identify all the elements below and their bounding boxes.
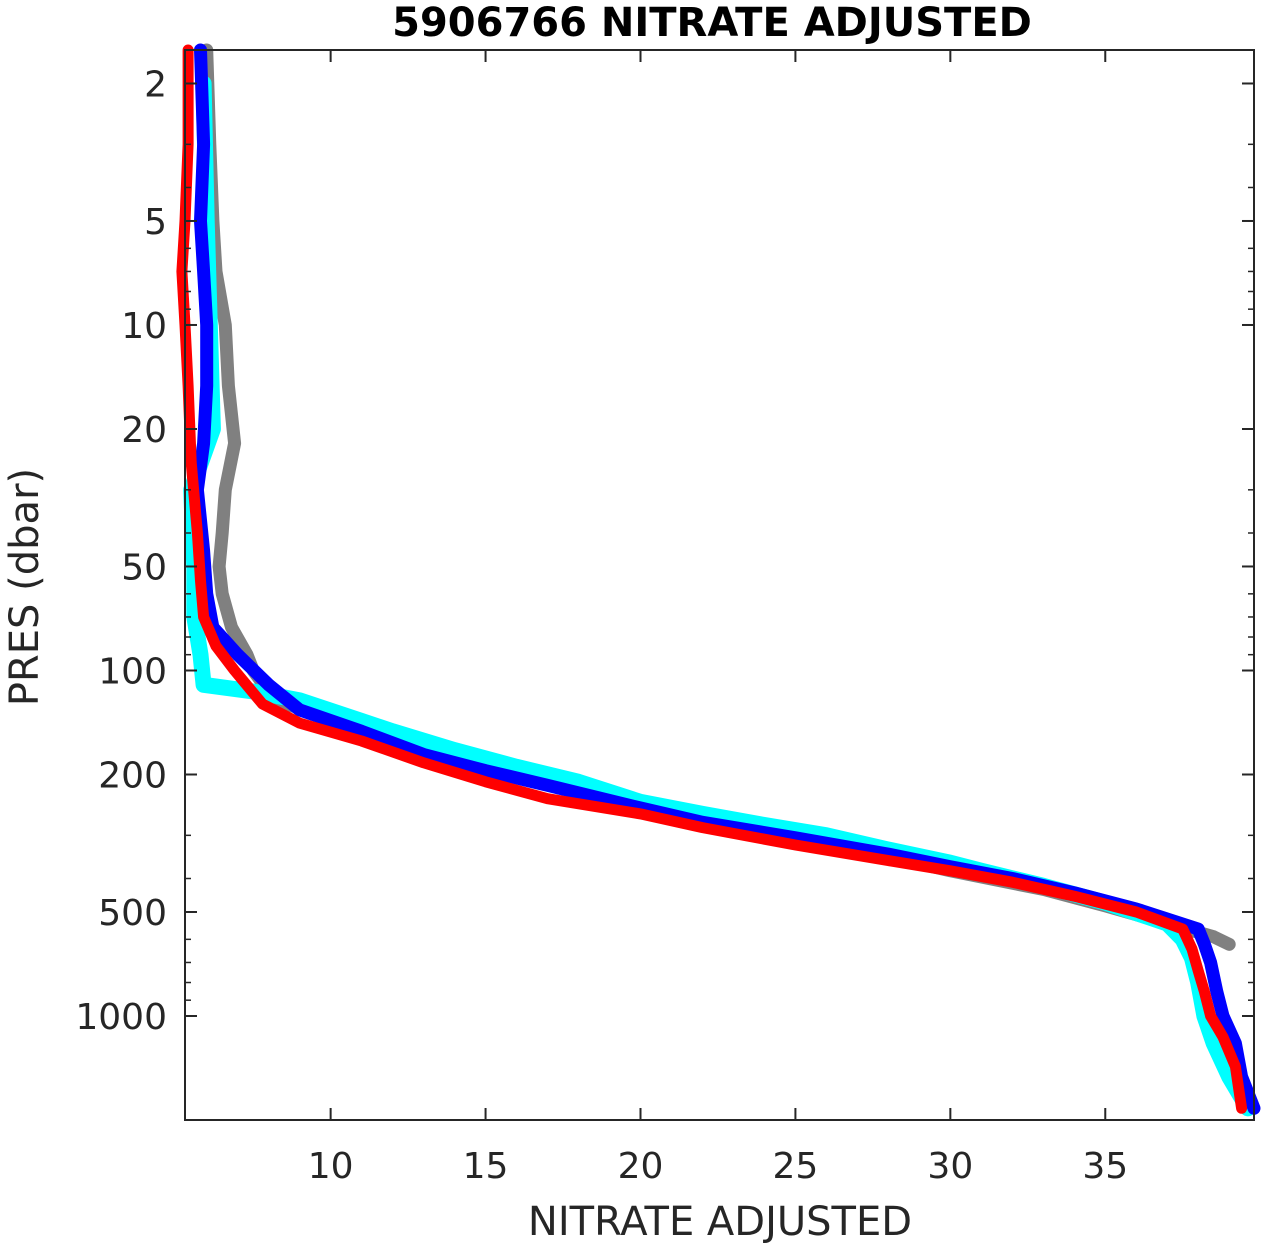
y-axis-label: PRES (dbar) — [2, 468, 48, 706]
y-tick-label: 5 — [144, 202, 167, 243]
y-tick-label: 50 — [121, 547, 167, 588]
y-tick-label: 1000 — [75, 997, 167, 1038]
plot-frame — [184, 49, 1255, 1121]
x-tick-label: 35 — [1082, 1146, 1128, 1187]
series-line-4 — [176, 44, 1248, 1114]
series-layer — [176, 43, 1261, 1117]
series-line-3 — [190, 43, 1261, 1115]
x-axis-label: NITRATE ADJUSTED — [528, 1199, 912, 1245]
x-tick-label: 10 — [308, 1146, 354, 1187]
y-tick-label: 20 — [121, 410, 167, 451]
y-tick-label: 500 — [98, 893, 167, 934]
x-tick-label: 30 — [927, 1146, 973, 1187]
chart-title: 5906766 NITRATE ADJUSTED — [392, 0, 1032, 46]
y-tick-label: 2 — [144, 64, 167, 105]
x-tick-label: 25 — [773, 1146, 819, 1187]
y-tick-label: 100 — [98, 651, 167, 692]
x-tick-label: 15 — [463, 1146, 509, 1187]
x-tick-label: 20 — [618, 1146, 664, 1187]
y-tick-label: 10 — [121, 306, 167, 347]
y-tick-label: 200 — [98, 755, 167, 796]
